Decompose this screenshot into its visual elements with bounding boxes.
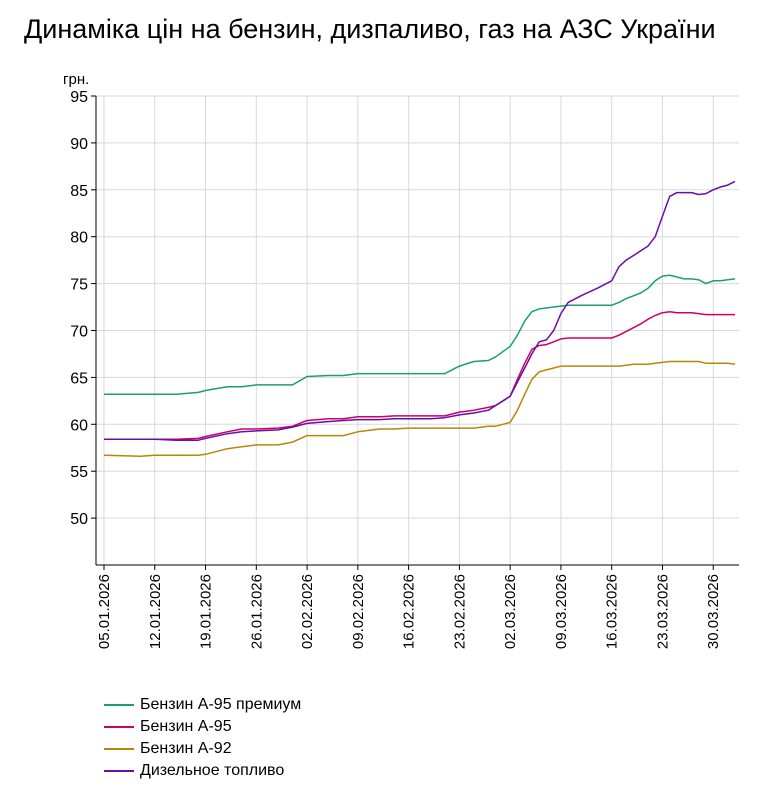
x-tick-label: 23.03.2026 bbox=[654, 574, 671, 649]
legend-item-2: Бензин А-95 bbox=[104, 716, 301, 738]
x-tick-label: 02.03.2026 bbox=[502, 574, 519, 649]
y-tick-label: 90 bbox=[70, 136, 88, 153]
x-tick-label: 16.02.2026 bbox=[401, 574, 418, 649]
series-lines bbox=[103, 180, 736, 457]
series-line-2 bbox=[104, 310, 735, 441]
legend-swatch bbox=[104, 770, 134, 772]
x-tick-label: 09.02.2026 bbox=[350, 574, 367, 649]
grid-lines bbox=[96, 95, 739, 565]
y-axis-unit-label: грн. bbox=[63, 71, 89, 88]
y-tick-label: 55 bbox=[70, 464, 88, 481]
series-line-4 bbox=[104, 180, 736, 441]
y-tick-label: 80 bbox=[70, 230, 88, 247]
series-line-1 bbox=[104, 274, 736, 396]
x-tick-label: 26.01.2026 bbox=[248, 574, 265, 649]
y-tick-label: 70 bbox=[70, 324, 88, 341]
y-tick-label: 85 bbox=[70, 183, 88, 200]
x-tick-label: 05.01.2026 bbox=[96, 574, 113, 649]
y-tick-label: 75 bbox=[70, 277, 88, 294]
legend-label: Бензин А-95 bbox=[140, 718, 232, 735]
x-tick-label: 23.02.2026 bbox=[451, 574, 468, 649]
legend-label: Бензин А-92 bbox=[140, 740, 232, 757]
legend-item-3: Бензин А-92 bbox=[104, 738, 301, 760]
y-tick-labels: 50 55 60 65 70 75 80 85 90 95 bbox=[70, 89, 88, 528]
legend: Бензин А-95 премиум Бензин А-95 Бензин А-9… bbox=[104, 694, 301, 782]
legend-label: Дизельное топливо bbox=[140, 762, 285, 779]
x-tick-label: 09.03.2026 bbox=[553, 574, 570, 649]
y-tick-label: 60 bbox=[70, 417, 88, 434]
y-tick-label: 95 bbox=[70, 89, 88, 106]
y-tick-label: 65 bbox=[70, 370, 88, 387]
legend-item-4: Дизельное топливо bbox=[104, 760, 301, 782]
legend-swatch bbox=[104, 726, 134, 728]
x-tick-label: 12.01.2026 bbox=[147, 574, 164, 649]
x-tick-label: 02.02.2026 bbox=[299, 574, 316, 649]
legend-item-1: Бензин А-95 премиум bbox=[104, 694, 301, 716]
series-line-3 bbox=[103, 360, 736, 457]
x-tick-label: 19.01.2026 bbox=[198, 574, 215, 649]
legend-swatch bbox=[104, 704, 134, 706]
legend-swatch bbox=[104, 748, 134, 750]
x-tick-label: 30.03.2026 bbox=[705, 574, 722, 649]
chart-title: Динаміка цін на бензин, дизпаливо, газ н… bbox=[24, 14, 716, 44]
x-tick-labels: 05.01.2026 12.01.2026 19.01.2026 26.01.2026… bbox=[96, 574, 722, 649]
y-tick-label: 50 bbox=[70, 511, 88, 528]
legend-label: Бензин А-95 премиум bbox=[140, 696, 302, 713]
x-tick-label: 16.03.2026 bbox=[604, 574, 621, 649]
axes bbox=[91, 95, 739, 570]
